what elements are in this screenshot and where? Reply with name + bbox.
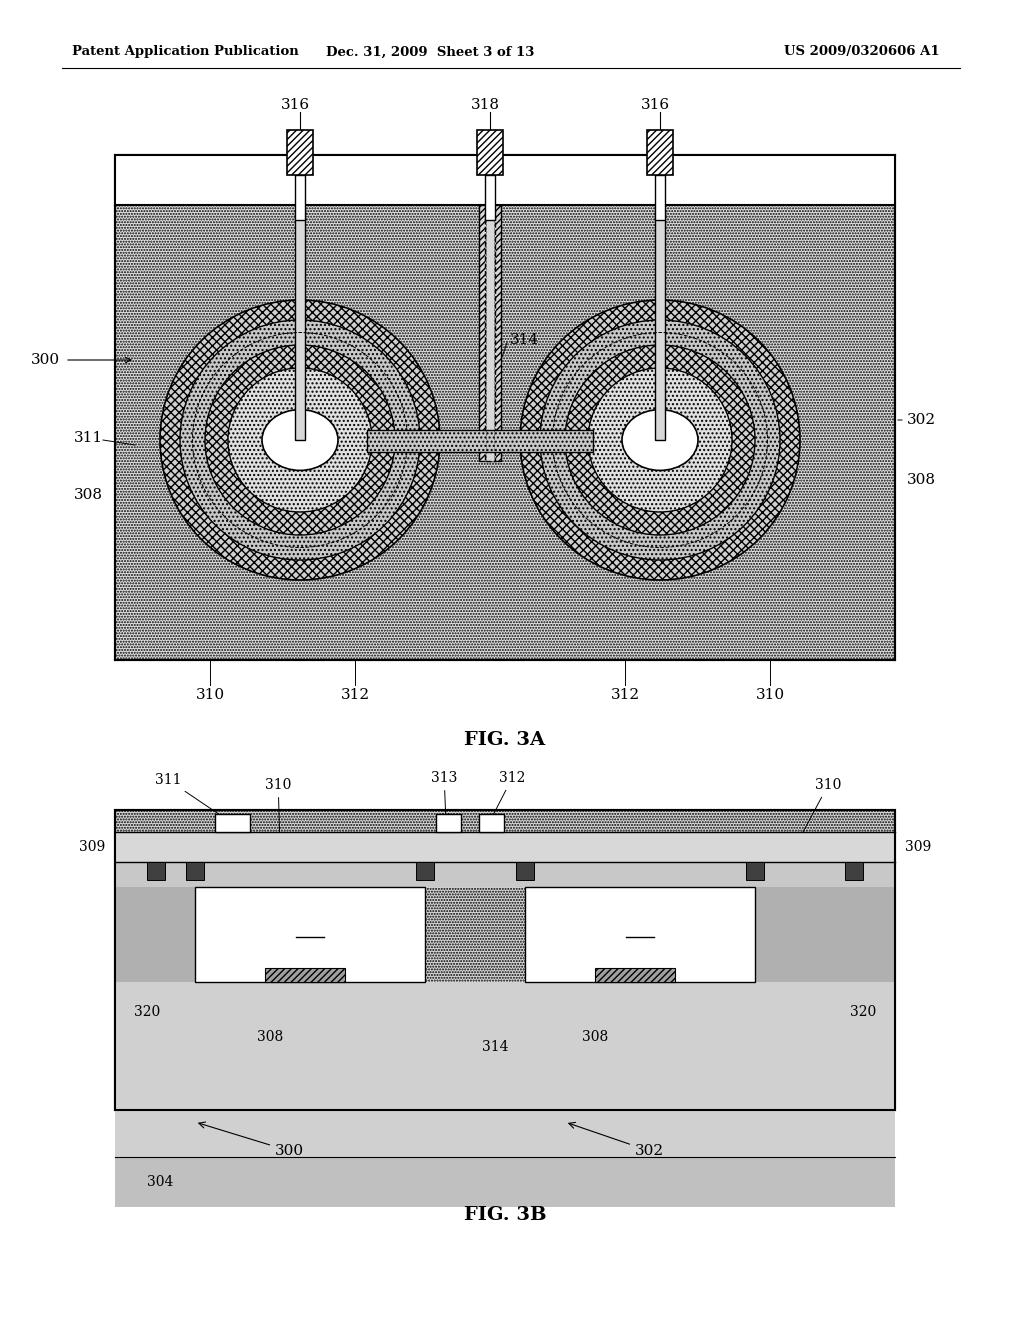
Text: 306: 306 [295, 919, 325, 933]
Text: 313: 313 [431, 771, 458, 820]
Text: 320: 320 [850, 1005, 877, 1019]
Bar [477, 129, 503, 176]
Bar [525, 887, 755, 982]
Bar [115, 887, 195, 982]
Text: 310: 310 [797, 777, 842, 843]
Circle shape [228, 368, 372, 512]
Text: 300: 300 [199, 1122, 304, 1158]
Bar [485, 210, 495, 461]
Bar [485, 176, 495, 220]
Text: 314: 314 [510, 333, 539, 347]
Text: 316: 316 [281, 98, 309, 112]
Bar [367, 430, 593, 451]
Text: 304: 304 [146, 1175, 173, 1189]
Text: 310: 310 [756, 688, 784, 702]
Text: 312: 312 [340, 688, 370, 702]
Bar [115, 154, 895, 205]
Bar [416, 862, 434, 880]
Text: 318: 318 [470, 98, 500, 112]
Ellipse shape [262, 409, 338, 470]
Text: Patent Application Publication: Patent Application Publication [72, 45, 299, 58]
Bar [115, 982, 895, 1158]
Bar [647, 129, 673, 176]
Text: 309: 309 [905, 840, 931, 854]
Text: 306: 306 [626, 919, 654, 933]
Circle shape [565, 345, 755, 535]
Bar [746, 862, 764, 880]
Text: 311: 311 [74, 432, 103, 445]
Text: 302: 302 [568, 1122, 665, 1158]
Bar [215, 814, 250, 832]
Text: 310: 310 [265, 777, 292, 843]
Circle shape [180, 319, 420, 560]
Bar [479, 205, 501, 461]
Bar [295, 210, 305, 440]
Bar [295, 176, 305, 220]
Bar [595, 968, 675, 982]
Text: 308: 308 [257, 1030, 283, 1044]
Text: 309: 309 [79, 840, 105, 854]
Circle shape [540, 319, 780, 560]
Bar [655, 210, 665, 440]
Bar [115, 810, 895, 1110]
Bar [655, 176, 665, 220]
Circle shape [588, 368, 732, 512]
Bar [115, 862, 895, 887]
Text: 312: 312 [610, 688, 640, 702]
Bar [115, 810, 895, 1110]
Text: 311: 311 [155, 774, 228, 821]
Text: 302: 302 [907, 413, 936, 426]
Text: 308: 308 [74, 488, 103, 502]
Bar [287, 129, 313, 176]
Bar [186, 862, 204, 880]
Text: FIG. 3A: FIG. 3A [465, 731, 546, 748]
Bar [845, 862, 863, 880]
Text: 308: 308 [907, 473, 936, 487]
Bar [265, 968, 345, 982]
Bar [436, 814, 461, 832]
Bar [516, 862, 534, 880]
Text: US 2009/0320606 A1: US 2009/0320606 A1 [784, 45, 940, 58]
Circle shape [160, 300, 440, 579]
Bar [115, 154, 895, 660]
Text: 312: 312 [490, 771, 525, 820]
Bar [755, 887, 895, 982]
Bar [115, 1158, 895, 1206]
Text: 300: 300 [31, 352, 60, 367]
Bar [115, 832, 895, 862]
Circle shape [520, 300, 800, 579]
Bar [479, 814, 504, 832]
Bar [147, 862, 165, 880]
Circle shape [205, 345, 395, 535]
Text: 316: 316 [640, 98, 670, 112]
Text: 320: 320 [134, 1005, 160, 1019]
Ellipse shape [622, 409, 698, 470]
Text: 310: 310 [196, 688, 224, 702]
Text: 308: 308 [582, 1030, 608, 1044]
Text: FIG. 3B: FIG. 3B [464, 1206, 547, 1224]
Text: Dec. 31, 2009  Sheet 3 of 13: Dec. 31, 2009 Sheet 3 of 13 [326, 45, 535, 58]
Text: 314: 314 [481, 1040, 508, 1053]
Bar [195, 887, 425, 982]
